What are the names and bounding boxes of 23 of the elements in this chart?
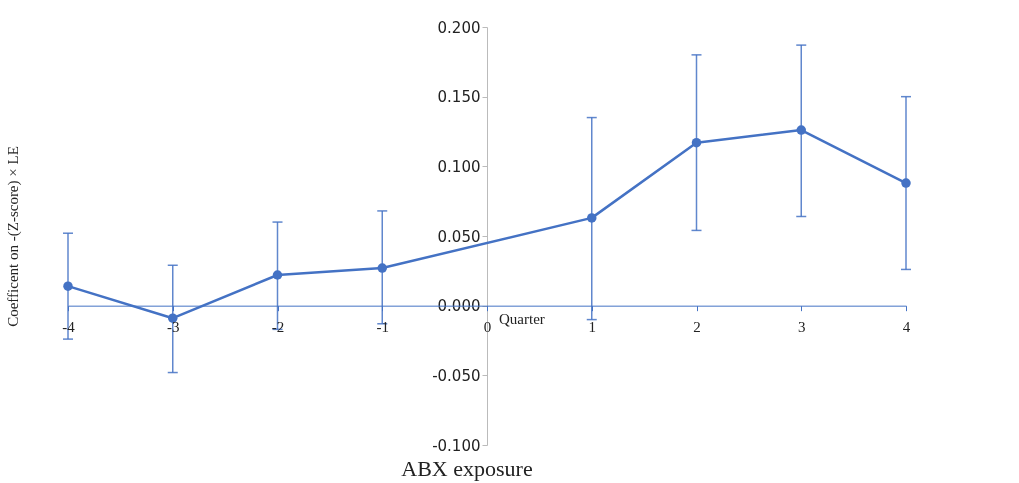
y-tick-label: 0.100: [437, 157, 481, 176]
x-tick-label: 3: [798, 319, 806, 336]
y-tick-label: 0.050: [437, 227, 481, 246]
x-axis-title: Quarter: [499, 310, 545, 327]
point: [901, 178, 911, 188]
y-tick-label: 0.150: [437, 88, 481, 107]
x-tick-label: 1: [588, 319, 596, 336]
x-tick-label: -4: [62, 319, 76, 336]
text: ABX exposure: [401, 456, 533, 481]
y-tick-label: -0.100: [432, 436, 481, 455]
x-tick-label: 2: [693, 319, 701, 336]
y-tick-label: 0.200: [437, 18, 481, 37]
x-tick-label: -1: [376, 319, 389, 336]
point: [587, 213, 597, 223]
x-tick-label: 4: [902, 319, 911, 336]
point: [63, 281, 73, 291]
y-axis-title: Coefficent on -(Z-score) × LE: [4, 146, 22, 327]
x-tick-label: 0: [483, 319, 492, 336]
point: [691, 137, 702, 148]
point: [796, 125, 806, 135]
point: [377, 263, 387, 273]
point: [272, 270, 283, 280]
y-tick-label: -0.050: [432, 366, 481, 385]
